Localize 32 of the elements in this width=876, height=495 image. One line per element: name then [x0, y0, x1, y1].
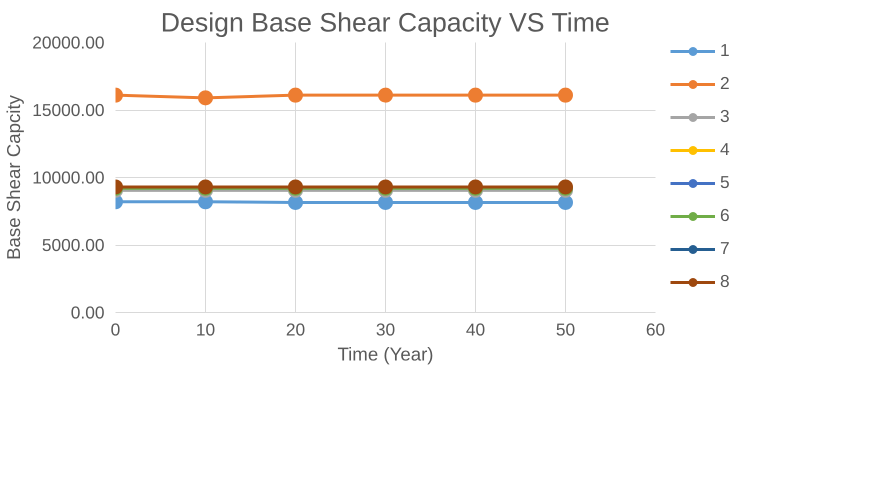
legend-label: 6: [720, 205, 731, 226]
x-tick-label: 0: [110, 320, 120, 340]
point: [558, 88, 573, 103]
point: [468, 88, 483, 103]
x-tick-label: 60: [646, 320, 666, 340]
x-tick-label: 40: [466, 320, 486, 340]
point: [378, 194, 393, 210]
x-tick-label: 30: [376, 320, 396, 340]
y-tick-label: 20000.00: [32, 32, 105, 52]
legend-label: 3: [720, 106, 731, 127]
point: [378, 88, 393, 103]
point: [288, 88, 303, 103]
y-tick-label: 0.00: [70, 302, 105, 322]
legend-label: 2: [720, 73, 731, 94]
x-tick-label: 10: [196, 320, 216, 340]
legend-label: 8: [720, 271, 731, 292]
legend-label: 1: [720, 40, 731, 61]
x-axis-title: Time (Year): [337, 344, 434, 364]
point: [468, 194, 483, 210]
point: [288, 194, 303, 210]
chart-title: Design Base Shear Capacity VS Time: [160, 8, 610, 38]
legend-label: 4: [720, 139, 731, 160]
x-tick-label: 50: [556, 320, 576, 340]
point: [198, 90, 213, 106]
x-tick-label: 20: [286, 320, 306, 340]
y-tick-label: 15000.00: [32, 100, 105, 120]
y-axis-title: Base Shear Capcity: [3, 94, 24, 260]
y-tick-label: 5000.00: [42, 235, 105, 255]
point: [558, 194, 573, 210]
y-tick-label: 10000.00: [32, 168, 105, 188]
legend-label: 7: [720, 238, 731, 259]
legend-label: 5: [720, 172, 731, 193]
